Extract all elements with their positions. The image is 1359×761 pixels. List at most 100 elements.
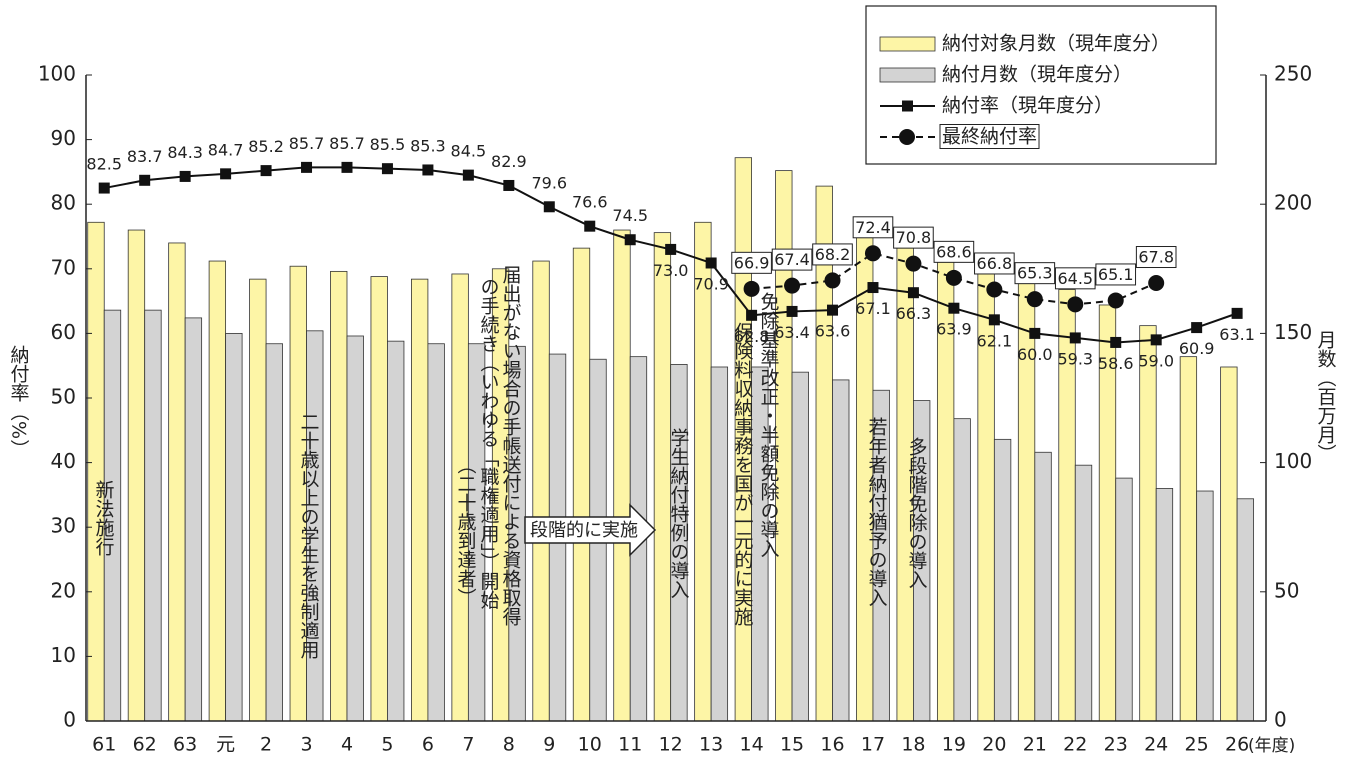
x-tick-label: 25 bbox=[1185, 734, 1209, 756]
data-label: 67.4 bbox=[774, 250, 810, 269]
marker bbox=[864, 245, 881, 262]
bar bbox=[815, 185, 833, 722]
y2-tick-label: 50 bbox=[1274, 578, 1299, 602]
y2-tick-label: 0 bbox=[1274, 708, 1287, 732]
bar bbox=[572, 247, 591, 722]
data-label: 63.9 bbox=[936, 320, 972, 339]
x-tick-label: 18 bbox=[901, 734, 925, 756]
y-tick-label: 50 bbox=[51, 385, 76, 409]
x-tick-label: 26 bbox=[1225, 734, 1249, 756]
marker bbox=[746, 309, 758, 321]
label-box bbox=[852, 216, 894, 239]
data-label: 82.9 bbox=[491, 152, 527, 171]
y2-tick-label: 200 bbox=[1274, 191, 1312, 215]
data-label: 66.8 bbox=[977, 254, 1013, 273]
label-box bbox=[1014, 262, 1056, 285]
data-label: 63.1 bbox=[1219, 325, 1255, 344]
marker bbox=[1026, 291, 1043, 308]
x-tick-label: 22 bbox=[1063, 734, 1087, 756]
data-label: 76.6 bbox=[572, 193, 608, 212]
marker bbox=[301, 161, 313, 173]
x-tick-label: 4 bbox=[341, 734, 353, 756]
marker bbox=[584, 220, 596, 232]
legend-box bbox=[939, 124, 1040, 149]
marker bbox=[381, 163, 393, 175]
legend-label: 納付対象月数（現年度分） bbox=[942, 33, 1170, 55]
data-label: 67.8 bbox=[1138, 248, 1174, 267]
y-tick-label: 40 bbox=[51, 449, 76, 473]
label-box bbox=[771, 248, 813, 271]
data-label: 59.3 bbox=[1057, 349, 1093, 368]
dashed-line bbox=[751, 252, 1157, 306]
bar bbox=[330, 270, 348, 722]
data-label: 73.0 bbox=[653, 261, 689, 280]
annotation: 二十歳以上の学生を強制適用 bbox=[298, 412, 320, 659]
y-tick-label: 10 bbox=[51, 643, 76, 667]
x-tick-label: 16 bbox=[820, 734, 844, 756]
data-label: 85.7 bbox=[329, 134, 365, 153]
data-label: 74.5 bbox=[612, 206, 648, 225]
x-tick-label: 21 bbox=[1023, 734, 1047, 756]
y-tick-label: 0 bbox=[63, 708, 76, 732]
data-label: 72.4 bbox=[855, 218, 891, 237]
y-tick-label: 60 bbox=[51, 320, 76, 344]
x-tick-label: 20 bbox=[982, 734, 1006, 756]
label-box bbox=[974, 252, 1015, 275]
x-axis-title: (年度) bbox=[1248, 736, 1295, 756]
data-label: 85.2 bbox=[248, 137, 284, 156]
y2-tick-label: 150 bbox=[1274, 320, 1312, 344]
bar bbox=[791, 371, 809, 722]
bar bbox=[265, 343, 283, 722]
y2-tick-label: 100 bbox=[1274, 449, 1312, 473]
marker bbox=[1191, 322, 1203, 334]
data-label: 65.3 bbox=[1017, 264, 1053, 283]
marker bbox=[341, 161, 353, 173]
marker bbox=[705, 257, 717, 269]
data-label: 85.5 bbox=[370, 135, 406, 154]
bar bbox=[127, 229, 146, 722]
data-label: 79.6 bbox=[531, 173, 567, 192]
bar bbox=[184, 317, 203, 722]
marker bbox=[543, 201, 555, 213]
marker bbox=[905, 255, 922, 272]
data-label: 66.3 bbox=[896, 304, 932, 323]
y-tick-label: 90 bbox=[51, 126, 76, 150]
marker bbox=[462, 169, 474, 181]
bar bbox=[694, 221, 712, 722]
data-label: 84.7 bbox=[208, 140, 244, 159]
annotation: 多段階免除の導入 bbox=[906, 437, 928, 589]
annotation: 免除基準改正・半額免除の導入 bbox=[758, 292, 780, 558]
marker bbox=[824, 272, 841, 289]
data-label: 65.1 bbox=[1098, 265, 1134, 284]
data-label: 62.1 bbox=[977, 331, 1013, 350]
label-box bbox=[893, 226, 934, 249]
marker bbox=[786, 305, 798, 317]
bar bbox=[370, 276, 388, 722]
bar bbox=[427, 343, 445, 722]
data-label: 84.3 bbox=[167, 143, 203, 162]
annotation: 学生納付特例の導入 bbox=[668, 428, 690, 599]
bar bbox=[387, 340, 405, 722]
bar bbox=[411, 278, 429, 722]
legend-label: 最終納付率 bbox=[942, 126, 1037, 148]
label-box bbox=[1054, 267, 1096, 290]
data-label: 84.5 bbox=[451, 142, 487, 161]
label-box bbox=[1095, 263, 1137, 286]
bar bbox=[346, 335, 364, 722]
marker bbox=[907, 287, 919, 299]
x-tick-label: 14 bbox=[739, 734, 763, 756]
data-label: 60.0 bbox=[1017, 345, 1053, 364]
x-tick-label: 19 bbox=[942, 734, 966, 756]
marker bbox=[422, 164, 434, 176]
marker bbox=[1107, 292, 1124, 309]
annotation: （二十歳到達者） bbox=[455, 455, 477, 607]
legend-marker bbox=[902, 100, 913, 112]
bar bbox=[1034, 451, 1052, 722]
data-label: 85.7 bbox=[289, 134, 325, 153]
data-label: 67.1 bbox=[855, 299, 891, 318]
x-tick-label: 23 bbox=[1104, 734, 1128, 756]
data-label: 83.7 bbox=[127, 147, 163, 166]
annotation: 届出がない場合の手帳送付による資格取得 bbox=[500, 265, 522, 626]
data-label: 58.6 bbox=[1098, 354, 1134, 373]
bar bbox=[1220, 366, 1238, 722]
